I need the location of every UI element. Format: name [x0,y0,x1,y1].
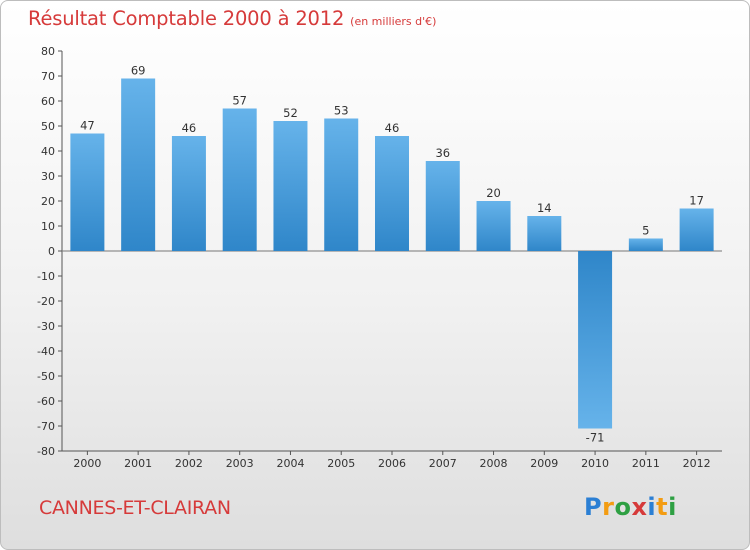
y-tick-label: 30 [41,170,55,183]
bar [324,118,359,251]
data-label: 36 [435,146,450,160]
y-tick-label: 60 [41,95,55,108]
x-tick-label: 2001 [124,457,152,470]
bar [476,201,511,251]
logo-letter: o [614,493,632,521]
y-tick-label: -80 [37,445,55,458]
data-labels: 47 69 46 57 52 53 46 36 20 14 -71 5 17 [80,64,704,445]
x-tick-label: 2000 [73,457,101,470]
y-tick-label: -40 [37,345,55,358]
logo-letter: x [631,493,648,521]
x-tick-label: 2012 [683,457,711,470]
proxiti-logo[interactable]: Proxiti [584,493,677,521]
x-tick-label: 2011 [632,457,660,470]
data-label: 46 [182,121,197,135]
x-tick-label: 2009 [530,457,558,470]
data-label: 69 [131,64,146,78]
chart-subtitle: (en milliers d'€) [350,15,437,28]
x-tick-label: 2007 [429,457,457,470]
bar [273,121,308,251]
bar [70,133,105,251]
y-tick-label: 40 [41,145,55,158]
bar [222,108,257,251]
y-tick-label: -60 [37,395,55,408]
bar [121,78,156,251]
bar [578,251,613,429]
bars [70,78,714,429]
x-tick-label: 2003 [226,457,254,470]
logo-letter: i [668,493,677,521]
bar [628,238,663,251]
y-tick-label: 0 [48,245,55,258]
y-tick-label: 50 [41,120,55,133]
bar [679,208,714,251]
y-tick-label: -50 [37,370,55,383]
y-tick-label: 10 [41,220,55,233]
logo-letter: P [584,493,603,521]
logo-letter: r [602,493,615,521]
x-tick-label: 2006 [378,457,406,470]
data-label: 17 [689,194,704,208]
axes: 80706050403020100-10-20-30-40-50-60-70-8… [37,45,722,470]
x-tick-label: 2005 [327,457,355,470]
commune-name: CANNES-ET-CLAIRAN [39,497,231,519]
y-tick-label: -10 [37,270,55,283]
x-tick-label: 2002 [175,457,203,470]
logo-letter: t [656,493,669,521]
y-tick-label: -70 [37,420,55,433]
data-label: 53 [334,104,349,118]
data-label: 57 [232,94,247,108]
bar [171,136,206,251]
x-tick-label: 2008 [480,457,508,470]
logo-letter: i [647,493,657,521]
data-label: 46 [385,121,400,135]
bar [375,136,409,251]
data-label: -71 [586,431,605,445]
data-label: 14 [537,201,552,215]
chart-title: Résultat Comptable 2000 à 2012 [28,7,345,30]
data-label: 5 [642,224,649,238]
y-tick-label: -20 [37,295,55,308]
x-tick-label: 2004 [276,457,304,470]
data-label: 20 [486,186,501,200]
x-tick-label: 2010 [581,457,609,470]
y-tick-label: -30 [37,320,55,333]
data-label: 47 [80,119,95,133]
title-row: Résultat Comptable 2000 à 2012 (en millie… [28,7,436,30]
y-tick-label: 70 [41,70,55,83]
y-tick-label: 80 [41,45,55,58]
bar [425,161,460,251]
data-label: 52 [283,106,298,120]
bar [527,216,562,251]
y-tick-label: 20 [41,195,55,208]
